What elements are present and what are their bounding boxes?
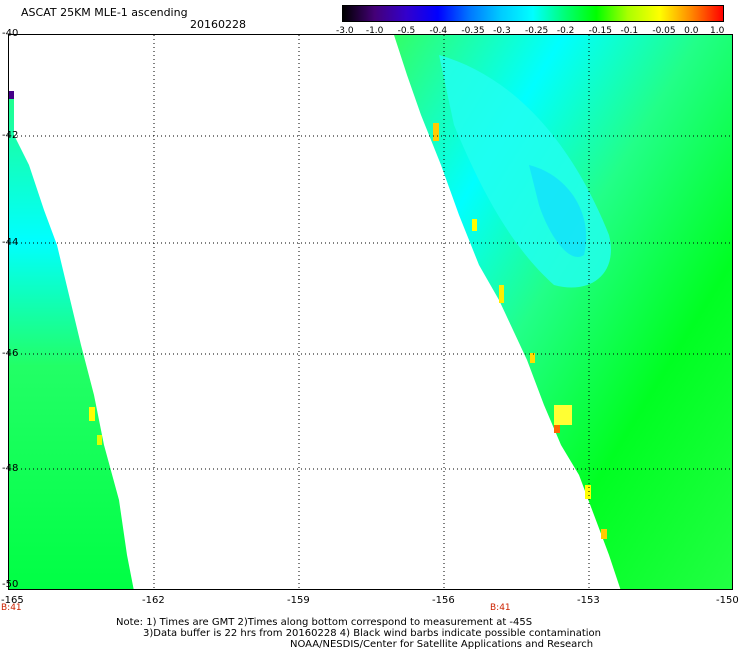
colorbar-label: -0.4 <box>429 26 448 36</box>
west-swath <box>9 91 134 589</box>
lat-label: -42 <box>2 130 19 141</box>
east-edge-pixel <box>585 485 591 499</box>
east-swath-blue-patch <box>529 165 587 257</box>
east-swath <box>394 35 732 589</box>
map-grid <box>9 35 732 589</box>
lat-label: -46 <box>2 348 19 359</box>
west-edge-pixel <box>9 91 14 99</box>
lat-label: -48 <box>2 463 19 474</box>
pass-label: B:41 <box>1 603 22 613</box>
colorbar-label: -0.3 <box>493 26 511 36</box>
colorbar-label: -0.15 <box>588 26 612 36</box>
colorbar-label: -0.35 <box>461 26 485 36</box>
east-edge-pixel <box>499 285 504 303</box>
pass-label: B:41 <box>490 603 511 613</box>
colorbar-label: 0.0 <box>684 26 699 36</box>
colorbar-label: -0.1 <box>620 26 639 36</box>
lon-label: -150 <box>716 595 739 606</box>
map-date: 20160228 <box>190 18 246 31</box>
lat-label: -40 <box>2 28 19 39</box>
east-edge-pixel <box>554 425 560 433</box>
west-edge-pixel <box>89 407 95 421</box>
east-edge-pixel <box>554 405 572 425</box>
colorbar-label: -0.5 <box>397 26 416 36</box>
colorbar-label: 1.0 <box>710 26 725 36</box>
lat-label: -44 <box>2 237 19 248</box>
lat-label: -50 <box>2 579 19 590</box>
colorbar-label: -0.25 <box>525 26 549 36</box>
east-edge-pixel <box>530 353 535 363</box>
footer-note-1: Note: 1) Times are GMT 2)Times along bot… <box>116 617 533 628</box>
lon-label: -162 <box>142 595 165 606</box>
west-edge-pixel <box>97 435 102 445</box>
east-edge-pixel <box>472 219 477 231</box>
colorbar-label: -3.0 <box>336 26 354 36</box>
map-frame <box>8 34 733 590</box>
map-title: ASCAT 25KM MLE-1 ascending <box>21 6 188 19</box>
swath-plot <box>9 35 732 589</box>
lon-label: -165 <box>1 595 24 606</box>
colorbar <box>342 5 724 22</box>
footer-note-3: NOAA/NESDIS/Center for Satellite Applica… <box>290 639 594 650</box>
colorbar-label: -1.0 <box>365 26 384 36</box>
lon-label: -159 <box>287 595 310 606</box>
colorbar-label: -0.05 <box>652 26 676 36</box>
east-edge-pixel <box>433 123 439 141</box>
lon-label: -156 <box>432 595 455 606</box>
lon-label: -153 <box>577 595 600 606</box>
colorbar-label: -0.2 <box>556 26 575 36</box>
footer-note-2: 3)Data buffer is 22 hrs from 20160228 4)… <box>143 628 601 639</box>
east-edge-pixel <box>601 529 607 539</box>
